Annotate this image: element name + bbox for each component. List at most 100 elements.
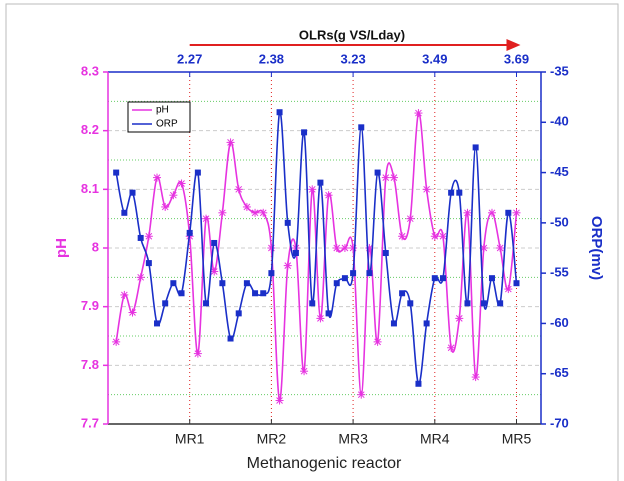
point (415, 380, 422, 387)
y-tick-label: 7.9 (81, 298, 99, 313)
point (194, 169, 201, 176)
point (512, 208, 521, 217)
point-stroke (227, 139, 234, 146)
point (121, 209, 128, 216)
point-stroke (357, 391, 365, 399)
point (144, 232, 153, 241)
point-stroke (251, 209, 259, 217)
point-stroke (308, 185, 316, 193)
point-stroke (431, 232, 439, 240)
point (260, 290, 267, 297)
point-stroke (398, 232, 406, 240)
y2-tick-label: -35 (550, 63, 569, 78)
point (505, 209, 512, 216)
point (218, 208, 227, 217)
point (259, 208, 268, 217)
point (399, 290, 406, 297)
point-stroke (284, 262, 292, 269)
point (390, 320, 397, 327)
point (463, 208, 472, 217)
top-tick-label: 3.69 (504, 51, 529, 66)
point-stroke (300, 367, 308, 375)
top-tick-label: 2.27 (177, 51, 202, 66)
point (333, 280, 340, 287)
top-tick-label: 3.49 (422, 51, 447, 66)
point (226, 138, 235, 147)
point (357, 390, 366, 399)
point-stroke (120, 291, 128, 299)
point-stroke (341, 244, 349, 252)
point (340, 244, 349, 252)
point (456, 189, 463, 196)
point (480, 300, 487, 307)
point-stroke (153, 174, 161, 181)
point (398, 232, 407, 241)
point-stroke (194, 350, 202, 357)
point-stroke (382, 174, 390, 181)
point-stroke (480, 244, 488, 252)
point-stroke (504, 285, 512, 293)
point (471, 373, 480, 382)
point-stroke (439, 232, 447, 240)
point (431, 275, 438, 282)
y2-tick-label: -70 (550, 415, 569, 430)
point (275, 396, 284, 405)
point-stroke (406, 215, 414, 223)
point (439, 275, 446, 282)
point (203, 300, 210, 307)
point-stroke (513, 209, 520, 217)
point (422, 185, 431, 194)
legend-label: ORP (156, 119, 178, 130)
y2-tick-label: -65 (550, 365, 569, 380)
point (324, 191, 333, 200)
x-tick-label: MR5 (502, 431, 532, 447)
point (389, 173, 398, 182)
point-stroke (243, 203, 251, 211)
point (193, 349, 202, 358)
top-tick-label: 3.23 (340, 51, 365, 66)
point (252, 290, 259, 297)
point (488, 275, 495, 282)
point (136, 273, 145, 282)
point (513, 280, 520, 287)
point (242, 202, 251, 211)
point (448, 189, 455, 196)
point (145, 260, 152, 267)
point (358, 124, 365, 131)
point (464, 300, 471, 307)
point (235, 310, 242, 317)
point-stroke (202, 215, 210, 223)
point (129, 189, 136, 196)
x-tick-label: MR4 (420, 431, 450, 447)
point (300, 367, 309, 376)
point (169, 191, 178, 200)
point-stroke (447, 344, 455, 352)
point (154, 320, 161, 327)
point (447, 343, 456, 352)
point-stroke (423, 185, 430, 193)
y-tick-label: 7.7 (81, 415, 99, 430)
point (234, 185, 243, 194)
y2-tick-label: -45 (550, 164, 569, 179)
point (284, 219, 291, 226)
point (374, 169, 381, 176)
point (268, 270, 275, 277)
point-stroke (235, 185, 243, 193)
point-stroke (178, 180, 185, 187)
point (325, 310, 332, 317)
point-stroke (317, 315, 324, 322)
y-tick-label: 8.1 (81, 181, 99, 196)
top-label: OLRs(g VS/Lday) (299, 27, 405, 42)
y2-tick-label: -60 (550, 315, 569, 330)
point (227, 335, 234, 342)
point (497, 300, 504, 307)
point-stroke (455, 315, 463, 322)
point-stroke (145, 232, 153, 240)
point (153, 173, 162, 182)
point (243, 280, 250, 287)
y-tick-label: 8 (92, 239, 99, 254)
point (128, 308, 137, 317)
point (210, 267, 219, 276)
y2-tick-label: -40 (550, 114, 569, 129)
